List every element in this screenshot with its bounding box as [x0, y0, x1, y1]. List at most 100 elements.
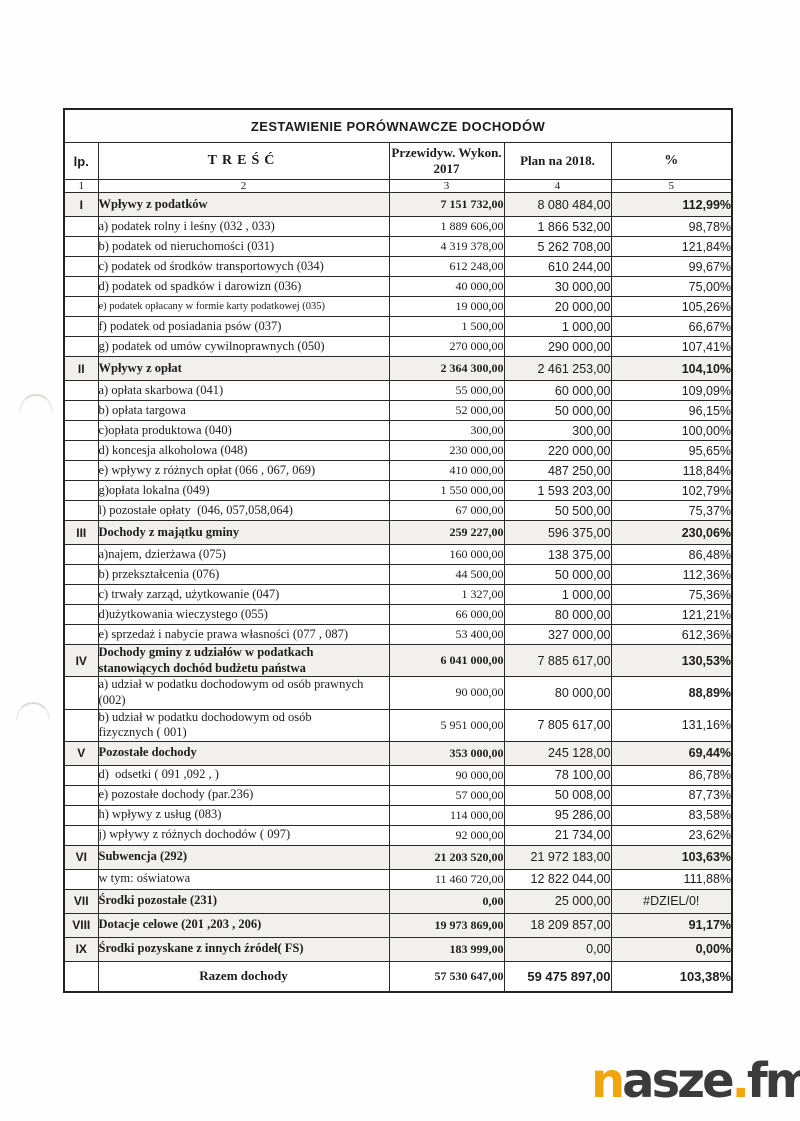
row-label: Pozostałe dochody: [97, 740, 390, 766]
table-row: a) podatek rolny i leśny (032 , 033) 1 8…: [63, 216, 733, 237]
table-header-row: lp. TREŚĆ Przewidyw. Wykon. 2017 Plan na…: [63, 142, 733, 180]
row-value-wykon-2017: 53 400,00: [388, 624, 505, 645]
column-header-wykon-2017: Przewidyw. Wykon. 2017: [388, 142, 505, 180]
row-value-wykon-2017: 259 227,00: [388, 520, 505, 545]
row-value-wykon-2017: 57 530 647,00: [388, 960, 505, 993]
row-number: [63, 440, 99, 461]
row-value-wykon-2017: 2 364 300,00: [388, 356, 505, 381]
table-row: I Wpływy z podatków 7 151 732,00 8 080 4…: [63, 192, 733, 217]
row-value-plan-2018: 80 000,00: [503, 604, 612, 625]
row-value-wykon-2017: 52 000,00: [388, 400, 505, 421]
row-number: [63, 336, 99, 357]
row-number: [63, 564, 99, 585]
row-value-plan-2018: 50 000,00: [503, 400, 612, 421]
row-label: Subwencja (292): [97, 844, 390, 870]
row-value-wykon-2017: 55 000,00: [388, 380, 505, 401]
row-number: [63, 624, 99, 645]
table-row: b) podatek od nieruchomości (031) 4 319 …: [63, 236, 733, 257]
row-number: VIII: [63, 912, 99, 938]
row-percent: 103,63%: [610, 844, 733, 870]
row-value-wykon-2017: 57 000,00: [388, 784, 505, 806]
row-percent: 109,09%: [610, 380, 733, 401]
table-title-row: ZESTAWIENIE PORÓWNAWCZE DOCHODÓW: [63, 108, 733, 143]
table-row: b) przekształcenia (076) 44 500,00 50 00…: [63, 564, 733, 585]
table-row: a) udział w podatku dochodowym od osób p…: [63, 676, 733, 710]
row-number: [63, 824, 99, 846]
row-label: b) podatek od nieruchomości (031): [97, 236, 390, 257]
row-percent: 88,89%: [610, 676, 733, 710]
row-label: e) pozostałe dochody (par.236): [97, 784, 390, 806]
row-label: e) wpływy z różnych opłat (066 , 067, 06…: [97, 460, 390, 481]
row-percent: 91,17%: [610, 912, 733, 938]
table-row: c)opłata produktowa (040) 300,00 300,00 …: [63, 420, 733, 441]
row-number: II: [63, 356, 99, 381]
logo-text-fm: fm: [746, 1053, 800, 1109]
row-number: [63, 236, 99, 257]
row-percent: 102,79%: [610, 480, 733, 501]
row-label: c) podatek od środków transportowych (03…: [97, 256, 390, 277]
row-label: j) wpływy z różnych dochodów ( 097): [97, 824, 390, 846]
row-label: w tym: oświatowa: [97, 868, 390, 890]
table-row: e) podatek opłacany w formie karty podat…: [63, 296, 733, 317]
row-value-plan-2018: 290 000,00: [503, 336, 612, 357]
row-percent: 66,67%: [610, 316, 733, 337]
row-percent: 112,99%: [610, 192, 733, 217]
row-value-wykon-2017: 19 000,00: [388, 296, 505, 317]
row-number: [63, 868, 99, 890]
row-number: [63, 400, 99, 421]
row-value-wykon-2017: 5 951 000,00: [388, 708, 505, 742]
row-value-wykon-2017: 1 500,00: [388, 316, 505, 337]
row-number: [63, 584, 99, 605]
row-value-plan-2018: 30 000,00: [503, 276, 612, 297]
table-row: e) wpływy z różnych opłat (066 , 067, 06…: [63, 460, 733, 481]
table-row: h) wpływy z usług (083) 114 000,00 95 28…: [63, 804, 733, 826]
row-number: IV: [63, 643, 99, 678]
row-label: g) podatek od umów cywilnoprawnych (050): [97, 336, 390, 357]
row-percent: 105,26%: [610, 296, 733, 317]
row-value-wykon-2017: 353 000,00: [388, 740, 505, 766]
row-value-plan-2018: 1 000,00: [503, 584, 612, 605]
row-value-wykon-2017: 230 000,00: [388, 440, 505, 461]
row-label: b) opłata targowa: [97, 400, 390, 421]
table-row: a)najem, dzierżawa (075) 160 000,00 138 …: [63, 544, 733, 565]
row-value-plan-2018: 59 475 897,00: [503, 960, 612, 993]
logo-dot: .: [731, 1053, 750, 1109]
row-label: d) podatek od spadków i darowizn (036): [97, 276, 390, 297]
scan-artifact-arc: [19, 394, 53, 411]
row-value-plan-2018: 1 593 203,00: [503, 480, 612, 501]
row-percent: 99,67%: [610, 256, 733, 277]
table-row: Razem dochody 57 530 647,00 59 475 897,0…: [63, 960, 733, 993]
row-label: Dochody z majątku gminy: [97, 520, 390, 545]
row-percent: 23,62%: [610, 824, 733, 846]
row-value-plan-2018: 327 000,00: [503, 624, 612, 645]
row-label: c) trwały zarząd, użytkowanie (047): [97, 584, 390, 605]
row-value-wykon-2017: 66 000,00: [388, 604, 505, 625]
row-value-wykon-2017: 44 500,00: [388, 564, 505, 585]
row-number: I: [63, 192, 99, 217]
row-percent: 230,06%: [610, 520, 733, 545]
row-value-plan-2018: 596 375,00: [503, 520, 612, 545]
row-value-wykon-2017: 21 203 520,00: [388, 844, 505, 870]
row-value-wykon-2017: 92 000,00: [388, 824, 505, 846]
nasze-fm-watermark-logo: nasze.fm: [591, 1057, 800, 1109]
row-number: III: [63, 520, 99, 545]
row-value-wykon-2017: 160 000,00: [388, 544, 505, 565]
row-value-plan-2018: 21 972 183,00: [503, 844, 612, 870]
row-value-wykon-2017: 4 319 378,00: [388, 236, 505, 257]
row-percent: 111,88%: [610, 868, 733, 890]
table-row: c) trwały zarząd, użytkowanie (047) 1 32…: [63, 584, 733, 605]
row-number: [63, 296, 99, 317]
row-value-wykon-2017: 40 000,00: [388, 276, 505, 297]
row-value-plan-2018: 610 244,00: [503, 256, 612, 277]
row-value-plan-2018: 21 734,00: [503, 824, 612, 846]
table-row: g)opłata lokalna (049) 1 550 000,00 1 59…: [63, 480, 733, 501]
row-percent: 69,44%: [610, 740, 733, 766]
row-label: d)użytkowania wieczystego (055): [97, 604, 390, 625]
row-value-plan-2018: 7 805 617,00: [503, 708, 612, 742]
row-number: [63, 420, 99, 441]
table-row: e) pozostałe dochody (par.236) 57 000,00…: [63, 784, 733, 806]
row-value-plan-2018: 1 866 532,00: [503, 216, 612, 237]
row-label: e) podatek opłacany w formie karty podat…: [97, 296, 390, 317]
row-number: [63, 960, 99, 993]
row-value-plan-2018: 138 375,00: [503, 544, 612, 565]
